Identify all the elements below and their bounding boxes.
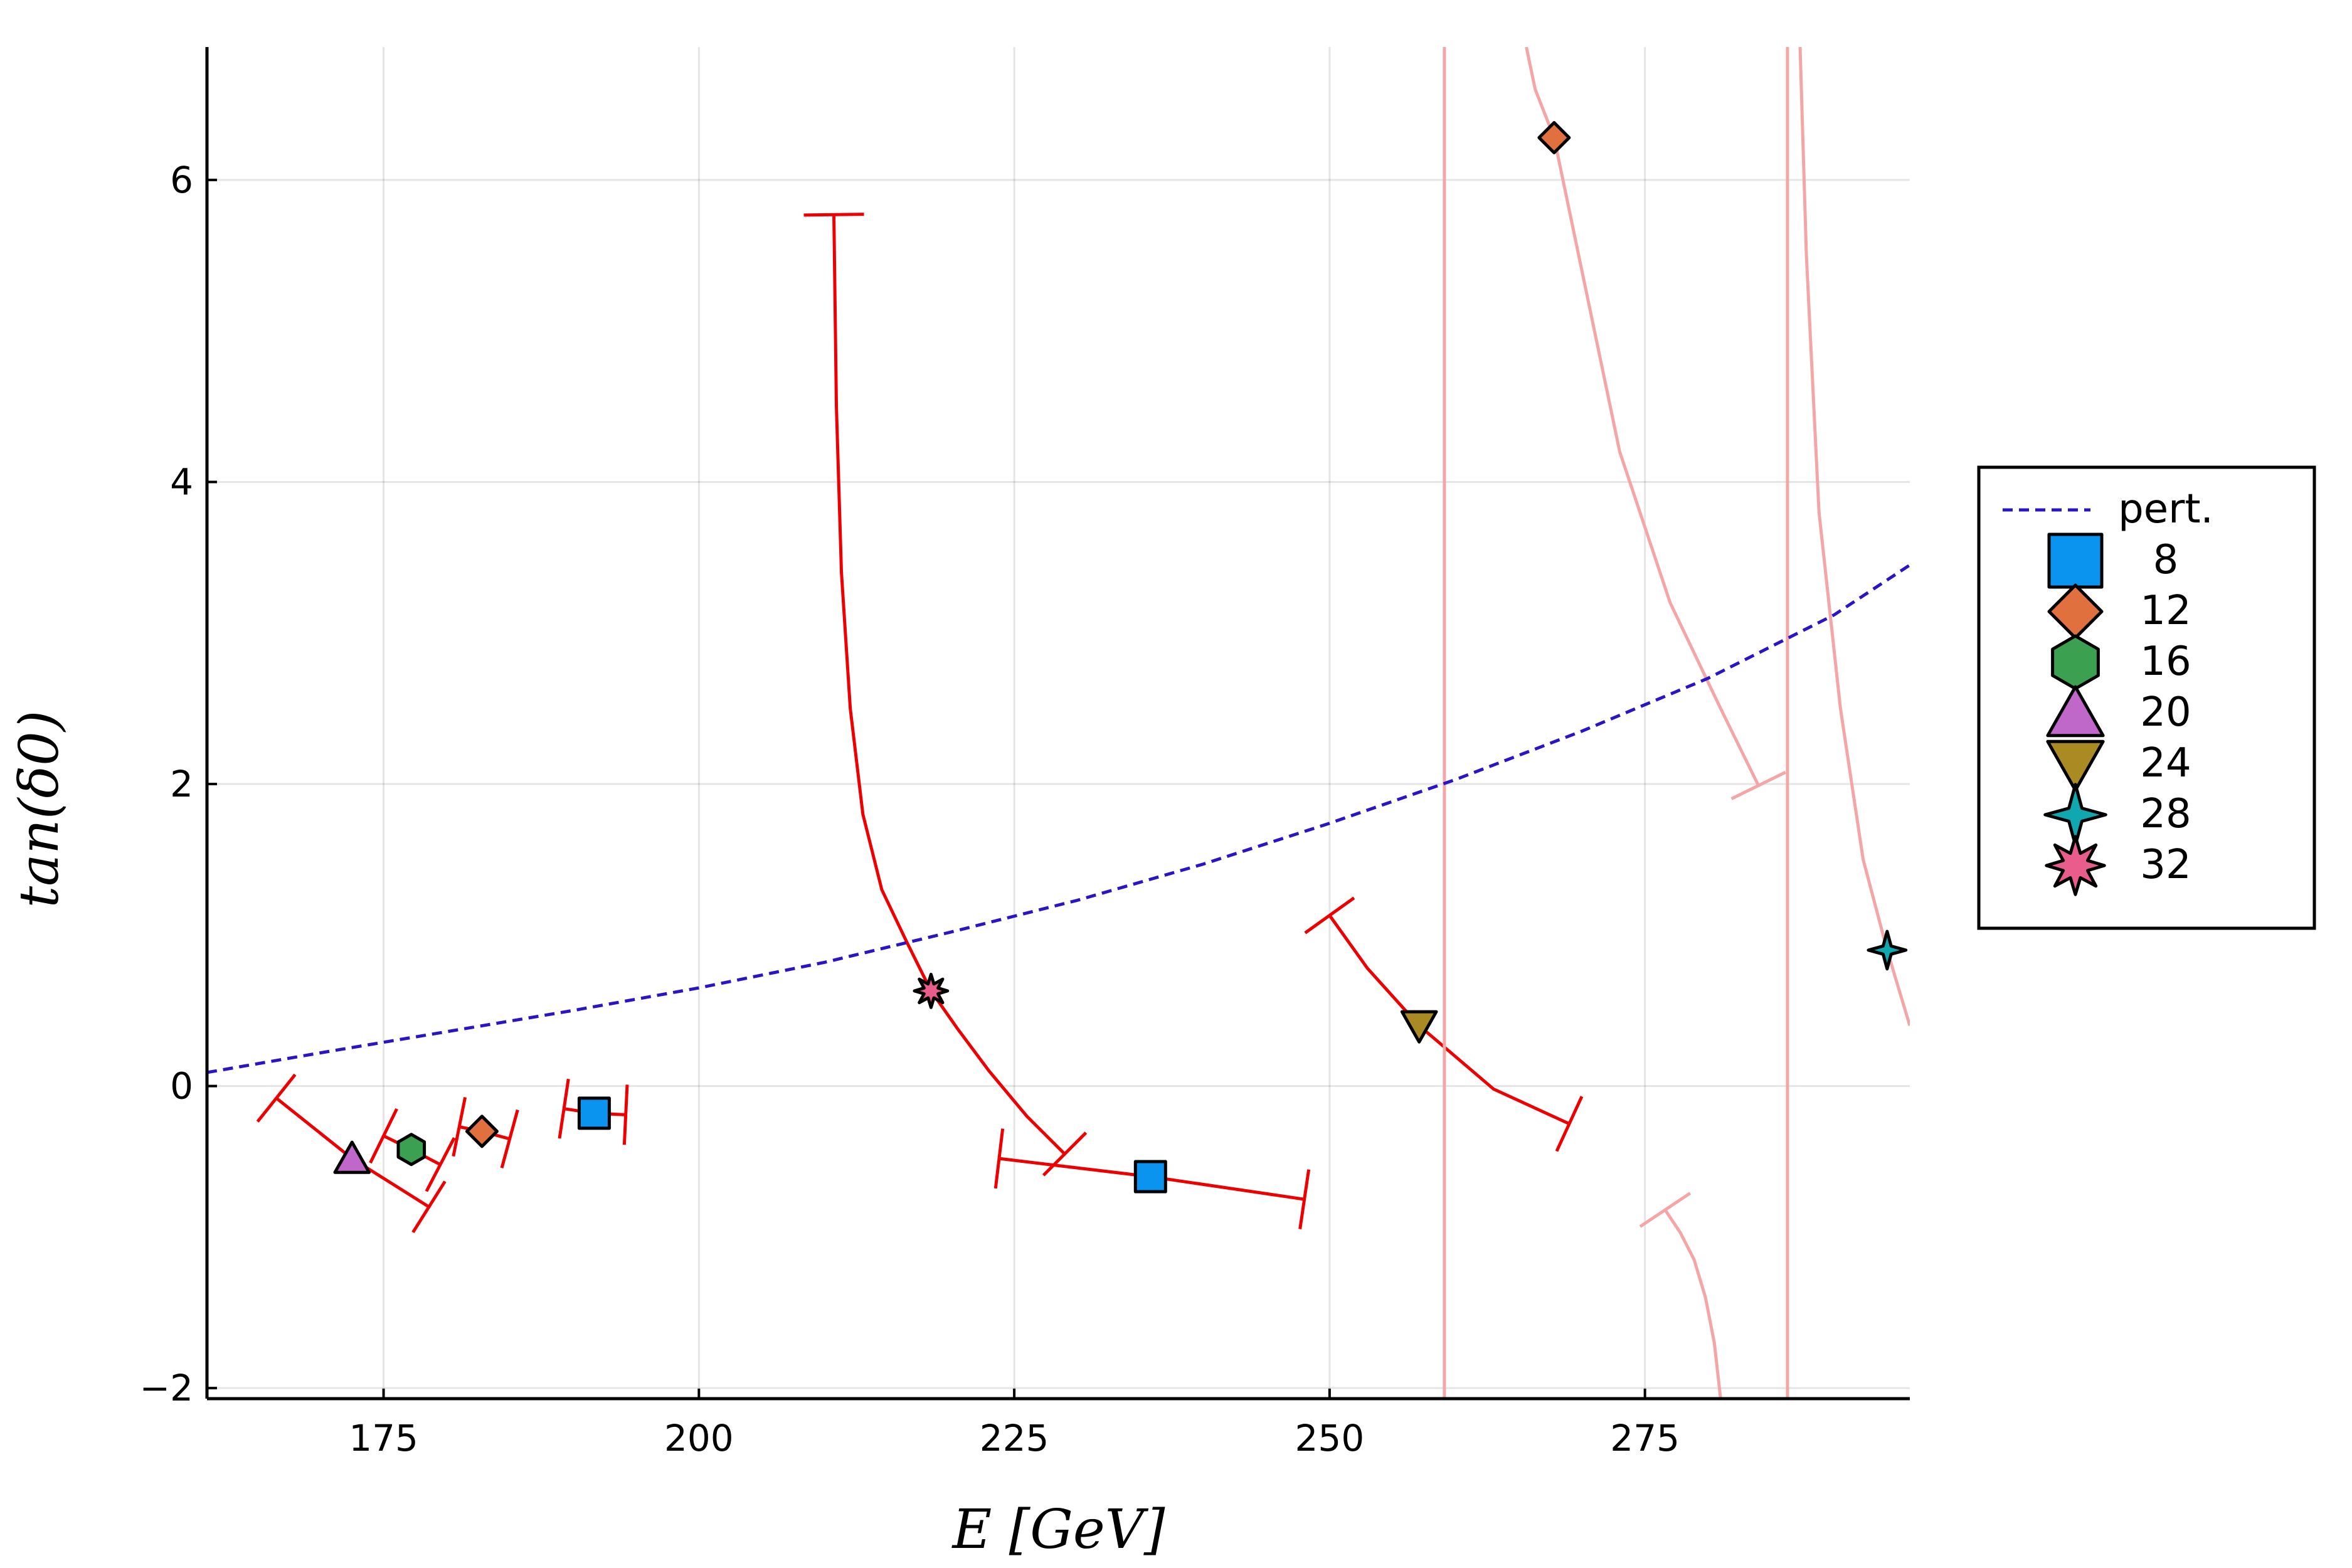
legend-label: 8 <box>2153 537 2179 583</box>
error-cap <box>1639 1192 1692 1228</box>
y-tick-label: 2 <box>170 763 193 805</box>
data-point <box>465 1115 499 1148</box>
error-cap <box>500 1109 519 1168</box>
legend-marker <box>2046 739 2105 792</box>
legend-box <box>1977 465 2316 930</box>
x-tick-label: 175 <box>349 1417 418 1459</box>
error-cap <box>369 1108 398 1164</box>
data-point <box>577 1096 611 1130</box>
x-tick-label: 275 <box>1610 1417 1680 1459</box>
legend-label: 28 <box>2140 791 2191 837</box>
legend-label: 24 <box>2140 740 2191 787</box>
data-point <box>1867 930 1908 971</box>
error-cap <box>411 1180 447 1234</box>
error-cap <box>452 1097 467 1157</box>
error-cap <box>993 1128 1005 1189</box>
error-cap <box>558 1078 570 1139</box>
error-cap <box>425 1137 456 1192</box>
perturbative-curve <box>207 563 1910 1074</box>
error-curve <box>832 215 1066 1155</box>
x-tick-label: 250 <box>1295 1417 1365 1459</box>
error-curve <box>1663 1209 1722 1399</box>
data-point <box>333 1140 371 1174</box>
data-point <box>1133 1160 1167 1194</box>
data-markers <box>333 120 1908 1194</box>
y-axis-label: tan(δ0) <box>8 711 71 908</box>
legend-label: 12 <box>2140 588 2191 634</box>
y-tick-label: −2 <box>140 1367 194 1409</box>
legend-label: 16 <box>2140 638 2191 685</box>
legend-label: pert. <box>2118 486 2213 532</box>
legend-marker <box>2051 634 2100 691</box>
x-tick-label: 225 <box>980 1417 1049 1459</box>
legend-marker <box>2047 532 2104 589</box>
error-curve <box>1525 47 1760 787</box>
y-tick-label: 6 <box>170 159 193 201</box>
legend-label: 32 <box>2140 842 2191 888</box>
data-point <box>913 973 950 1009</box>
error-cap <box>1555 1096 1584 1152</box>
error-cap <box>256 1073 297 1123</box>
tick-labels: 175 200 225 250 275 −2 0 2 4 6 <box>140 159 1680 1459</box>
legend-marker <box>2045 835 2106 896</box>
legend-marker <box>2046 685 2105 738</box>
error-cap <box>1730 771 1786 800</box>
data-point <box>396 1133 426 1167</box>
y-tick-label: 4 <box>170 460 193 503</box>
error-cap <box>1304 896 1355 935</box>
y-tick-label: 0 <box>170 1065 193 1108</box>
x-tick-label: 200 <box>664 1417 734 1459</box>
grid <box>207 47 1910 1399</box>
axes <box>205 47 1910 1401</box>
x-axis-label: E [GeV] <box>951 1498 1165 1561</box>
error-cap <box>1042 1131 1088 1177</box>
error-cap <box>1298 1169 1311 1230</box>
data-point <box>1400 1010 1438 1044</box>
error-cap <box>622 1084 629 1145</box>
legend-label: 20 <box>2140 689 2191 736</box>
data-point <box>1537 120 1571 154</box>
